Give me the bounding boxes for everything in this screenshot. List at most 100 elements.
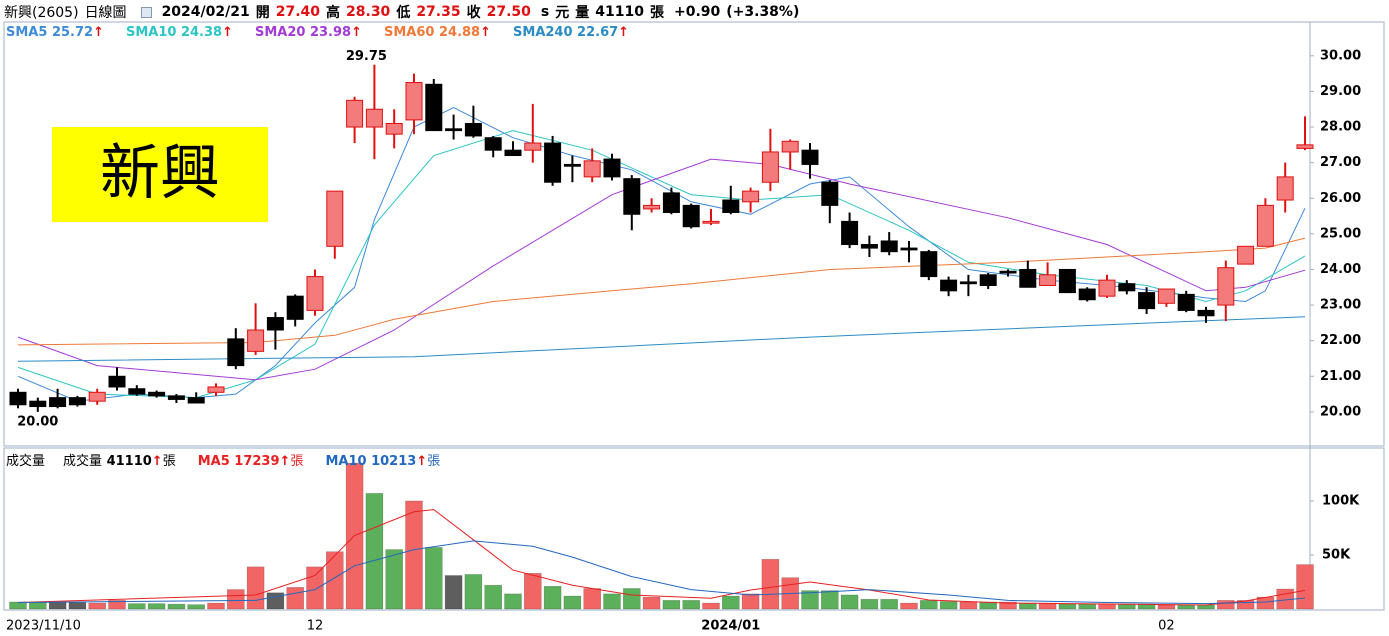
volume-bar xyxy=(424,547,443,610)
volume-bar xyxy=(1197,604,1215,610)
volume-bar xyxy=(385,549,404,610)
legend-item: 成交量 41110↑張 xyxy=(63,450,176,469)
volume-legend: 成交量 成交量 41110↑張 MA5 17239↑張 MA10 10213↑張 xyxy=(6,450,462,469)
legend-name: SMA10 xyxy=(125,25,177,40)
header-text: 開 xyxy=(255,5,270,21)
legend-arrow: ↑ xyxy=(618,25,630,40)
header-text: 元 xyxy=(555,5,570,21)
ma-line xyxy=(17,316,1306,362)
candle-body xyxy=(68,397,86,406)
ma-line xyxy=(17,237,1306,346)
candle-body xyxy=(1019,268,1037,288)
candle-body xyxy=(49,397,67,408)
candle-body xyxy=(841,220,859,246)
candle-body xyxy=(385,122,403,135)
candle-body xyxy=(781,140,799,153)
volume-bar xyxy=(48,602,67,610)
volume-bar xyxy=(365,493,384,610)
legend-value: 22.67 xyxy=(577,25,619,40)
legend-unit: 張 xyxy=(427,454,441,469)
volume-bar xyxy=(286,587,305,610)
candle-body xyxy=(1197,309,1215,317)
legend-name: SMA20 xyxy=(254,25,306,40)
volume-bar xyxy=(167,603,186,610)
candle-body xyxy=(860,244,878,249)
volume-panel xyxy=(3,447,1385,611)
candle-body xyxy=(999,270,1017,274)
candle-body xyxy=(1039,274,1057,286)
candle-body xyxy=(504,149,522,157)
volume-bar xyxy=(464,574,483,610)
header-text: +0.90 xyxy=(673,4,721,20)
volume-bar xyxy=(246,566,265,610)
candle-body xyxy=(484,137,502,151)
candle-body xyxy=(1058,268,1076,294)
legend-item: MA10 10213↑張 xyxy=(325,450,440,469)
volume-bar xyxy=(999,601,1017,610)
candle-body xyxy=(583,160,601,178)
candle-body xyxy=(563,163,581,167)
candle-body xyxy=(405,82,423,121)
legend-name: 成交量 xyxy=(63,454,103,469)
legend-name: MA10 xyxy=(325,454,367,469)
ma-line xyxy=(17,509,1306,606)
header-text: 41110 xyxy=(595,4,644,20)
volume-bar xyxy=(207,602,225,610)
volume-bar xyxy=(642,596,661,610)
header-text: 高 xyxy=(326,5,341,21)
legend-value: 25.72 xyxy=(51,25,94,40)
price-panel xyxy=(3,21,1385,447)
header-text: 日線圖 xyxy=(84,5,127,21)
y-tick-label: 23.00 xyxy=(1320,298,1361,313)
legend-item: SMA60 24.88↑ xyxy=(384,25,491,40)
volume-bar xyxy=(1236,600,1255,610)
volume-title: 成交量 xyxy=(6,454,46,469)
volume-bar xyxy=(1098,603,1116,610)
legend-name: SMA5 xyxy=(6,25,48,40)
legend-item: SMA5 25.72↑ xyxy=(6,25,104,40)
volume-bar xyxy=(405,500,423,610)
legend-value: 23.98 xyxy=(309,25,352,40)
candle-body xyxy=(603,158,621,178)
volume-bar xyxy=(543,586,562,610)
volume-bar xyxy=(622,588,641,610)
volume-bar xyxy=(108,600,126,610)
volume-bar xyxy=(900,602,918,610)
volume-bar xyxy=(860,598,879,610)
y-tick-label: 24.00 xyxy=(1320,262,1361,277)
y-tick-label: 21.00 xyxy=(1320,369,1361,384)
volume-bar xyxy=(68,602,87,610)
max-label: 29.75 xyxy=(346,49,387,64)
y-tick-label: 20.00 xyxy=(1320,404,1361,419)
candle-body xyxy=(1276,176,1294,201)
volume-bar xyxy=(187,604,205,610)
legend-arrow: ↑ xyxy=(279,454,291,469)
legend-arrow: ↑ xyxy=(416,454,428,469)
header-text: 張 xyxy=(649,5,664,21)
candle-body xyxy=(167,395,185,400)
candle-body xyxy=(1237,245,1255,265)
volume-bar xyxy=(939,601,958,610)
candle-body xyxy=(128,388,146,395)
volume-bar xyxy=(801,590,819,610)
watermark: 新興 xyxy=(100,139,220,209)
candle-body xyxy=(761,151,779,183)
volume-bar xyxy=(484,584,503,610)
volume-bar xyxy=(1177,604,1195,610)
candle-body xyxy=(1078,288,1096,301)
candle-body xyxy=(801,149,819,165)
volume-bar xyxy=(741,593,760,610)
volume-bar xyxy=(959,601,978,610)
volume-bar xyxy=(523,573,542,610)
header: 新興(2605) 日線圖 2024/02/21 開 27.40 高 28.30 低 27.35 收… xyxy=(4,2,799,22)
y-tick-label: 30.00 xyxy=(1320,48,1361,63)
legend-arrow: ↑ xyxy=(222,25,233,40)
header-text: 新興(2605) xyxy=(4,5,79,21)
legend: SMA5 25.72↑ SMA10 24.38↑ SMA20 23.98↑ SMA60… xyxy=(6,25,651,40)
volume-bar xyxy=(682,600,701,610)
candle-body xyxy=(722,199,740,213)
candle-body xyxy=(1118,283,1136,292)
candle-body xyxy=(29,400,47,408)
volume-bar xyxy=(28,602,47,610)
